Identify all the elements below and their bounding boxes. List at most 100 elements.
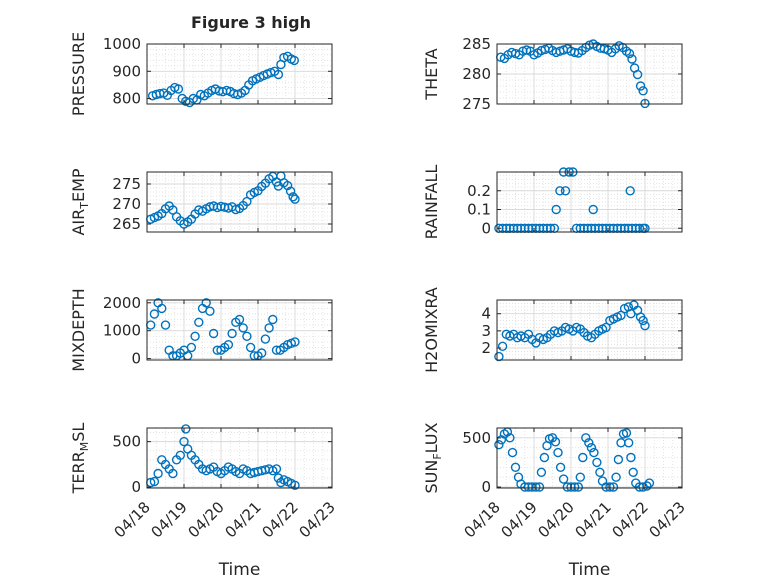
data-point	[208, 328, 219, 339]
data-point	[573, 482, 584, 492]
data-point	[149, 476, 160, 487]
data-point	[234, 314, 245, 325]
data-point	[588, 204, 598, 215]
data-point	[149, 309, 160, 319]
data-point	[611, 472, 621, 482]
y-axis-label: TERRMSL	[69, 423, 91, 495]
axes-box	[496, 427, 683, 489]
chart-title: Figure 3 high	[191, 13, 311, 32]
x-tick-label: 04/22	[609, 498, 652, 541]
x-axis-label: Time	[568, 560, 611, 580]
data-point	[186, 342, 197, 353]
panel-air-temp: 265 270 275 AIRTEMP	[69, 168, 333, 236]
data-point	[520, 482, 530, 492]
y-tick-label: 1000	[103, 322, 141, 340]
panel-mixdepth: 0 1000 2000 MIXDEPTH	[69, 288, 333, 372]
x-tick-label: 04/19	[498, 498, 541, 541]
data-point	[268, 314, 278, 325]
data-point	[227, 328, 237, 339]
y-tick-label: 0	[481, 478, 491, 496]
data-point	[621, 46, 632, 56]
data-point	[205, 306, 215, 316]
data-point	[494, 351, 504, 362]
data-point	[553, 447, 563, 458]
data-point	[160, 320, 171, 330]
data-point	[601, 322, 611, 333]
data-point	[494, 440, 504, 450]
data-point	[578, 452, 588, 463]
y-tick-label: 0.2	[467, 182, 491, 200]
data-point	[624, 438, 634, 448]
axes-box	[496, 171, 683, 233]
data-point	[638, 86, 648, 96]
data-point	[558, 474, 569, 484]
data-point	[201, 298, 211, 308]
y-tick-label: 280	[462, 65, 491, 83]
y-tick-label: 900	[112, 62, 141, 80]
x-tick-label: 04/23	[646, 498, 689, 541]
axes-box	[496, 299, 683, 361]
panel-rainfall: 00.10.2 RAINFALL	[422, 165, 683, 239]
x-tick-label: 04/20	[185, 498, 228, 541]
y-tick-label: 800	[112, 90, 141, 108]
data-point	[168, 468, 178, 479]
panel-terr-msl: 0 500 TERRMSL 04/1804/1904/2004/2104/2204/2…	[69, 423, 339, 580]
data-point	[539, 452, 550, 463]
y-axis-label: THETA	[422, 48, 441, 100]
y-tick-label: 0.1	[467, 201, 491, 219]
data-point	[289, 55, 299, 66]
x-tick-label: 04/20	[535, 498, 578, 541]
x-tick-label: 04/18	[461, 498, 504, 541]
data-point	[179, 436, 189, 447]
data-point	[626, 452, 636, 463]
y-axis-label: H2OMIXRA	[422, 287, 441, 373]
data-point	[608, 482, 619, 492]
axes-box	[146, 427, 333, 489]
data-point	[290, 480, 300, 490]
y-tick-label: 2000	[103, 294, 141, 312]
data-point	[635, 81, 646, 91]
data-point	[190, 331, 200, 341]
panel-sun-flux: 0 500 SUNFLUX 04/1804/1904/2004/2104/2204/2…	[422, 422, 689, 580]
data-point	[181, 424, 191, 434]
y-tick-label: 0	[481, 219, 491, 237]
data-point	[625, 186, 635, 196]
data-point	[505, 433, 515, 443]
y-tick-label: 3	[481, 322, 491, 340]
data-point	[290, 194, 300, 204]
x-tick-label: 04/22	[259, 498, 302, 541]
y-axis-label: MIXDEPTH	[69, 288, 88, 371]
data-point	[173, 84, 184, 94]
data-point	[223, 340, 234, 350]
data-point	[273, 473, 284, 483]
data-point	[534, 482, 545, 492]
data-point	[555, 462, 566, 472]
data-point	[260, 334, 271, 344]
y-tick-label: 500	[112, 433, 141, 451]
data-point	[153, 468, 163, 479]
data-point	[536, 467, 547, 477]
y-tick-label: 0	[131, 350, 141, 368]
data-point	[586, 443, 597, 453]
data-point	[621, 428, 632, 438]
y-tick-label: 275	[462, 95, 491, 113]
data-point	[551, 204, 561, 215]
data-point	[613, 454, 624, 465]
data-point	[584, 438, 594, 448]
y-tick-label: 500	[462, 429, 491, 447]
data-point	[257, 348, 267, 358]
data-point	[273, 69, 284, 80]
data-point	[550, 437, 561, 447]
data-point	[497, 341, 508, 351]
data-point	[575, 472, 585, 482]
data-point	[627, 54, 637, 64]
data-point	[194, 317, 204, 327]
y-tick-label: 2	[481, 339, 491, 357]
data-point	[560, 186, 571, 196]
x-tick-label: 04/18	[111, 498, 154, 541]
data-point	[638, 315, 648, 326]
data-point	[175, 450, 186, 460]
data-point	[245, 342, 256, 353]
x-tick-label: 04/21	[222, 498, 265, 541]
x-tick-label: 04/19	[148, 498, 191, 541]
